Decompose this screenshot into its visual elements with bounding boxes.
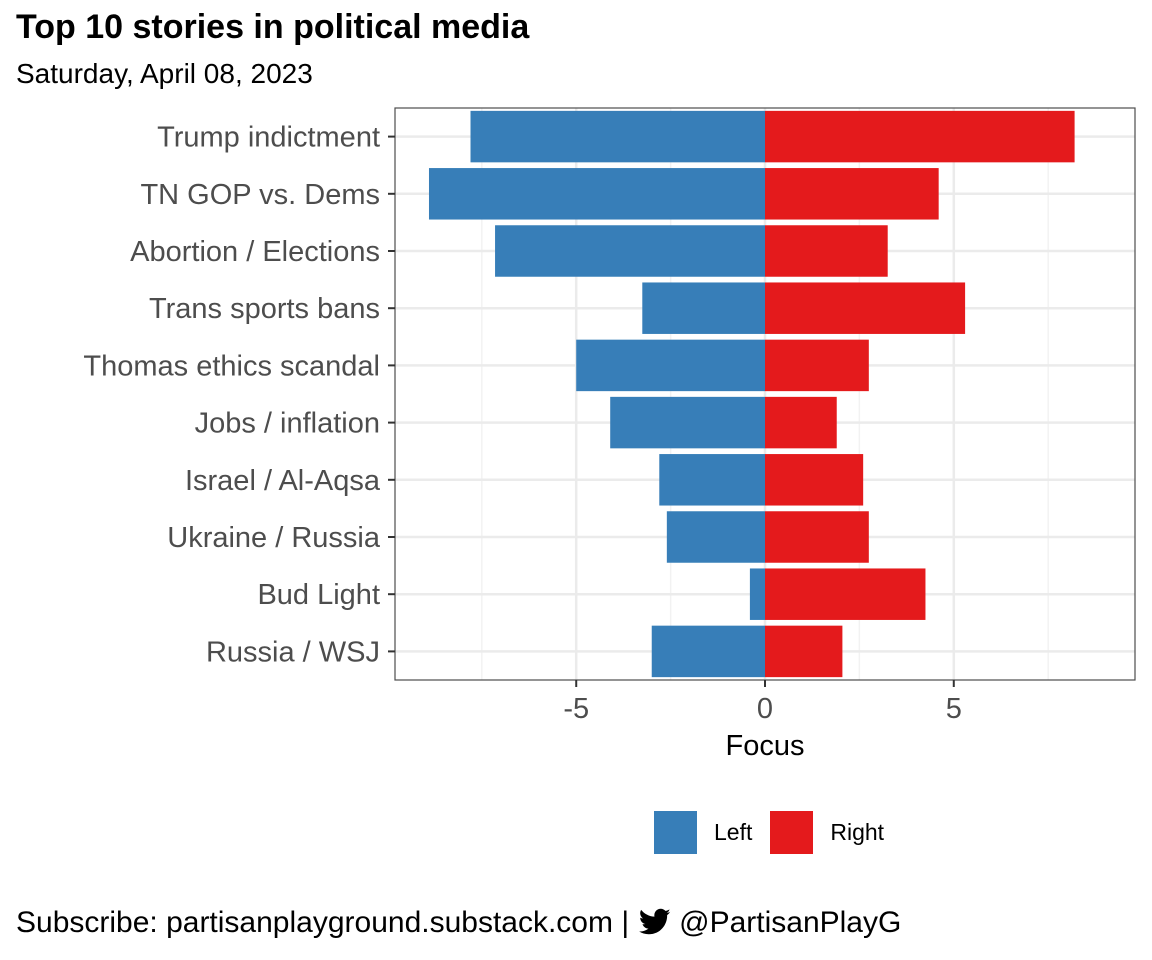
x-tick-label: -5 — [563, 693, 589, 725]
bar-right — [765, 396, 837, 449]
legend-swatch-left — [654, 810, 697, 854]
legend: Left Right — [654, 810, 902, 854]
chart-title: Top 10 stories in political media — [16, 8, 530, 46]
y-tick-label: Thomas ethics scandal — [83, 350, 380, 382]
y-tick-label: Ukraine / Russia — [167, 522, 381, 554]
legend-label-left: Left — [714, 818, 753, 845]
y-tick-label: Abortion / Elections — [130, 236, 380, 268]
y-tick-label: Israel / Al-Aqsa — [185, 465, 381, 497]
bar-right — [765, 511, 869, 563]
bar-left — [428, 168, 765, 220]
bar-right — [765, 339, 869, 392]
bar-right — [765, 282, 966, 334]
bars — [428, 110, 1075, 678]
twitter-icon — [638, 908, 671, 938]
y-tick-label: Russia / WSJ — [206, 636, 380, 668]
bar-left — [651, 625, 765, 678]
footer: Subscribe: partisanplayground.substack.c… — [16, 906, 901, 940]
y-tick-label: Jobs / inflation — [195, 408, 380, 440]
y-tick-label: Trans sports bans — [149, 293, 380, 325]
bar-left — [749, 568, 765, 620]
footer-twitter-handle: @PartisanPlayG — [679, 906, 902, 939]
bar-left — [470, 110, 765, 163]
legend-swatch-right — [770, 810, 814, 854]
y-tick-label: Trump indictment — [157, 122, 380, 154]
chart-subtitle: Saturday, April 08, 2023 — [16, 58, 313, 89]
bar-left — [642, 282, 765, 334]
x-tick-label: 0 — [757, 693, 773, 725]
bar-right — [765, 625, 843, 678]
legend-item-right: Right — [770, 810, 885, 854]
bar-left — [666, 511, 765, 563]
x-tick-label: 5 — [946, 693, 962, 725]
y-tick-label: TN GOP vs. Dems — [140, 179, 380, 211]
y-tick-label: Bud Light — [257, 579, 380, 611]
bar-left — [576, 339, 765, 392]
legend-item-left: Left — [654, 810, 753, 854]
bar-right — [765, 454, 864, 506]
bar-right — [765, 568, 926, 620]
bar-left — [659, 454, 765, 506]
bar-left — [610, 396, 765, 449]
bar-right — [765, 168, 939, 220]
bar-chart: Trump indictment TN GOP vs. Dems Abortion … — [83, 107, 1136, 762]
bar-left — [495, 225, 765, 277]
bar-right — [765, 225, 888, 277]
x-axis: -5 0 5 — [563, 680, 962, 725]
y-axis: Trump indictment TN GOP vs. Dems Abortion … — [83, 122, 395, 668]
footer-subscribe-text: Subscribe: partisanplayground.substack.c… — [16, 906, 630, 939]
legend-label-right: Right — [830, 818, 885, 845]
x-axis-title: Focus — [726, 730, 805, 762]
bar-right — [765, 110, 1075, 163]
